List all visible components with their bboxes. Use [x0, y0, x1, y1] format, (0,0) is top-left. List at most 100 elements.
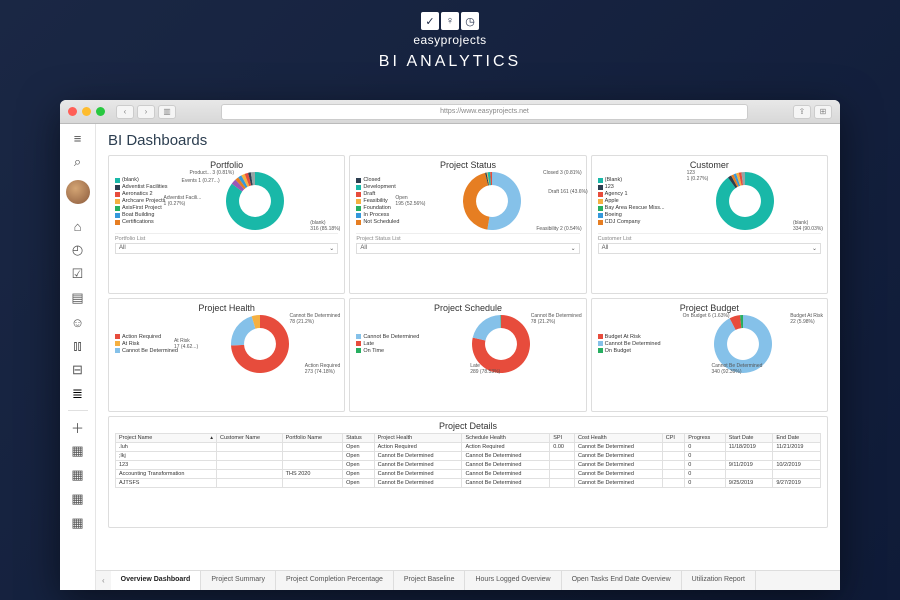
check-icon: ✓: [421, 12, 439, 30]
table-row[interactable]: ;lkjOpenCannot Be DeterminedCannot Be De…: [116, 452, 821, 461]
chat-icon[interactable]: ⊟: [70, 362, 86, 378]
add-icon[interactable]: ＋: [70, 419, 86, 435]
chart-legend: Action RequiredAt RiskCannot Be Determin…: [115, 334, 178, 354]
table-header[interactable]: Status: [343, 434, 375, 443]
legend-item[interactable]: Closed: [356, 177, 399, 183]
donut-chart[interactable]: (blank)334 (90.03%)1231 (0.27%): [669, 172, 821, 230]
forward-button[interactable]: ›: [137, 105, 155, 119]
grid2-icon[interactable]: ▦: [70, 467, 86, 483]
menu-icon[interactable]: ≡: [70, 130, 86, 146]
legend-item[interactable]: In Process: [356, 212, 399, 218]
scroll-left-icon[interactable]: ‹: [96, 571, 111, 590]
table-header[interactable]: Project Name ▴: [116, 434, 217, 443]
chart-title: Portfolio: [115, 160, 338, 170]
legend-item[interactable]: Aeronatics 2: [115, 191, 168, 197]
legend-item[interactable]: At Risk: [115, 341, 178, 347]
legend-item[interactable]: Certifications: [115, 219, 168, 225]
table-header[interactable]: Project Health: [374, 434, 462, 443]
analytics-icon[interactable]: ⫾⫾: [70, 338, 86, 354]
table-header[interactable]: Portfolio Name: [282, 434, 343, 443]
tab-hours-logged-overview[interactable]: Hours Logged Overview: [465, 571, 561, 590]
share-button[interactable]: ⇪: [793, 105, 811, 119]
legend-item[interactable]: Archcare Projects: [115, 198, 168, 204]
legend-item[interactable]: (Blank): [598, 177, 665, 183]
chart-legend: (blank)Adventist FacilitiesAeronatics 2A…: [115, 177, 168, 225]
table-header[interactable]: Cost Health: [574, 434, 662, 443]
legend-item[interactable]: Cannot Be Determined: [115, 348, 178, 354]
legend-item[interactable]: Cannot Be Determined: [356, 334, 419, 340]
legend-item[interactable]: Draft: [356, 191, 399, 197]
legend-item[interactable]: Budget At Risk: [598, 334, 661, 340]
chart-legend: Budget At RiskCannot Be DeterminedOn Bud…: [598, 334, 661, 354]
legend-item[interactable]: (blank): [115, 177, 168, 183]
legend-item[interactable]: 123: [598, 184, 665, 190]
legend-item[interactable]: Feasibility: [356, 198, 399, 204]
sidebar-toggle-button[interactable]: ▥: [158, 105, 176, 119]
donut-chart[interactable]: Cannot Be Determined340 (92.39%)Budget A…: [665, 315, 821, 373]
table-row[interactable]: Accounting TransformationTHS 2020OpenCan…: [116, 470, 821, 479]
tabs-button[interactable]: ⊞: [814, 105, 832, 119]
legend-item[interactable]: Not Scheduled: [356, 219, 399, 225]
table-row[interactable]: AJTSFSOpenCannot Be DeterminedCannot Be …: [116, 479, 821, 488]
legend-item[interactable]: Development: [356, 184, 399, 190]
legend-item[interactable]: Boeing: [598, 212, 665, 218]
table-header[interactable]: SPI: [550, 434, 575, 443]
grid4-icon[interactable]: ▦: [70, 515, 86, 531]
table-header[interactable]: End Date: [773, 434, 821, 443]
back-button[interactable]: ‹: [116, 105, 134, 119]
person-icon: ♀: [441, 12, 459, 30]
search-icon[interactable]: ⌕: [70, 154, 86, 170]
chart-title: Project Health: [115, 303, 338, 313]
table-header[interactable]: Progress: [685, 434, 725, 443]
tasks-icon[interactable]: ☑: [70, 266, 86, 282]
tab-project-baseline[interactable]: Project Baseline: [394, 571, 466, 590]
donut-chart[interactable]: (blank)316 (85.18%)Product... 3 (0.81%)E…: [172, 172, 339, 230]
legend-item[interactable]: Boat Building: [115, 212, 168, 218]
legend-item[interactable]: Agency 1: [598, 191, 665, 197]
tab-project-completion-percentage[interactable]: Project Completion Percentage: [276, 571, 394, 590]
donut-chart[interactable]: Open195 (52.56%)Draft 161 (43.6%)Closed …: [403, 172, 579, 230]
legend-item[interactable]: Apple: [598, 198, 665, 204]
table-header[interactable]: Start Date: [725, 434, 773, 443]
legend-item[interactable]: Foundation: [356, 205, 399, 211]
minimize-icon[interactable]: [82, 107, 91, 116]
table-row[interactable]: 123OpenCannot Be DeterminedCannot Be Det…: [116, 461, 821, 470]
maximize-icon[interactable]: [96, 107, 105, 116]
table-header[interactable]: Customer Name: [217, 434, 283, 443]
legend-item[interactable]: Adventist Facilities: [115, 184, 168, 190]
table-header[interactable]: CPI: [662, 434, 685, 443]
url-bar[interactable]: https://www.easyprojects.net: [221, 104, 748, 120]
legend-item[interactable]: CDJ Company: [598, 219, 665, 225]
home-icon[interactable]: ⌂: [70, 218, 86, 234]
legend-item[interactable]: Bay Area Rescue Miss...: [598, 205, 665, 211]
tab-overview-dashboard[interactable]: Overview Dashboard: [111, 571, 202, 590]
tab-project-summary[interactable]: Project Summary: [201, 571, 276, 590]
chart-legend: (Blank)123Agency 1AppleBay Area Rescue M…: [598, 177, 665, 225]
legend-item[interactable]: Cannot Be Determined: [598, 341, 661, 347]
legend-item[interactable]: AxisFirst Project: [115, 205, 168, 211]
filter-dropdown[interactable]: All⌄: [356, 243, 579, 254]
chart-card-project-health: Project Health Action RequiredAt RiskCan…: [108, 298, 345, 413]
users-icon[interactable]: ☺: [70, 314, 86, 330]
filter-dropdown[interactable]: All⌄: [598, 243, 821, 254]
donut-chart[interactable]: Late289 (78.53%)Cannot Be Determined78 (…: [423, 315, 579, 373]
filter-dropdown[interactable]: All⌄: [115, 243, 338, 254]
legend-item[interactable]: On Budget: [598, 348, 661, 354]
table-header[interactable]: Schedule Health: [462, 434, 550, 443]
timer-icon[interactable]: ◴: [70, 242, 86, 258]
grid3-icon[interactable]: ▦: [70, 491, 86, 507]
reports-icon[interactable]: ▤: [70, 290, 86, 306]
table-row[interactable]: .luhOpenAction RequiredAction Required0.…: [116, 443, 821, 452]
legend-item[interactable]: Action Required: [115, 334, 178, 340]
tab-utilization-report[interactable]: Utilization Report: [682, 571, 756, 590]
list-icon[interactable]: ≣: [70, 386, 86, 402]
avatar[interactable]: [66, 180, 90, 204]
grid1-icon[interactable]: ▦: [70, 443, 86, 459]
close-icon[interactable]: [68, 107, 77, 116]
donut-chart[interactable]: Action Required273 (74.18%)Cannot Be Det…: [182, 315, 338, 373]
legend-item[interactable]: Late: [356, 341, 419, 347]
dashboard-tabs: ‹ Overview DashboardProject SummaryProje…: [96, 570, 840, 590]
legend-item[interactable]: On Time: [356, 348, 419, 354]
app: ≡ ⌕ ⌂ ◴ ☑ ▤ ☺ ⫾⫾ ⊟ ≣ ＋ ▦ ▦ ▦ ▦ BI Dashbo…: [60, 124, 840, 590]
tab-open-tasks-end-date-overview[interactable]: Open Tasks End Date Overview: [562, 571, 682, 590]
